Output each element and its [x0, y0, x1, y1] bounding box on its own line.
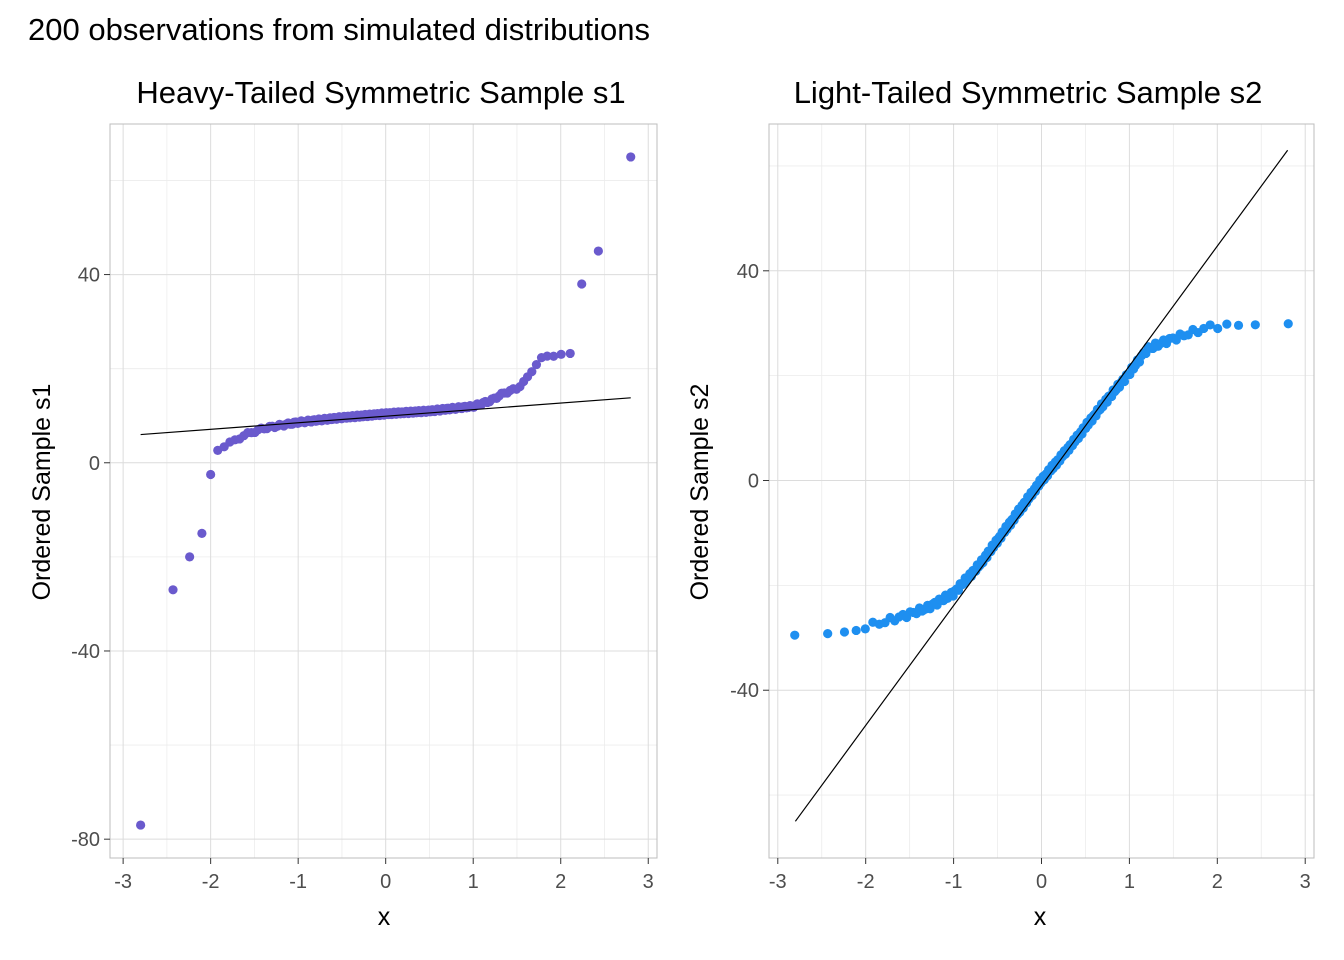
- x-tick-label: -3: [769, 871, 787, 893]
- data-point: [136, 820, 146, 830]
- y-axis-title: Ordered Sample s2: [686, 384, 714, 601]
- data-point: [556, 349, 566, 359]
- y-tick-label: 40: [737, 261, 759, 283]
- data-point: [577, 279, 587, 289]
- x-tick-label: 2: [555, 871, 566, 893]
- x-tick-label: 0: [1036, 871, 1047, 893]
- data-point: [1250, 320, 1260, 330]
- data-point: [542, 351, 552, 361]
- x-axis-title: x: [1034, 903, 1047, 931]
- x-tick-label: 0: [380, 871, 391, 893]
- y-tick-label: -40: [71, 641, 100, 663]
- qq-reference-line: [140, 397, 631, 436]
- panel-border: [109, 123, 658, 859]
- x-tick-label: 2: [1212, 871, 1223, 893]
- panel-title: Light-Tailed Symmetric Sample s2: [794, 75, 1263, 110]
- data-point: [790, 630, 800, 640]
- x-tick-label: -2: [202, 871, 220, 893]
- data-point: [1222, 319, 1232, 329]
- y-tick-label: -40: [730, 680, 759, 702]
- x-axis-title: x: [378, 903, 391, 931]
- data-point: [839, 627, 850, 637]
- data-point: [593, 246, 603, 256]
- data-point: [206, 469, 216, 480]
- data-point: [185, 552, 195, 562]
- data-point: [851, 625, 861, 636]
- data-point: [168, 585, 178, 595]
- x-tick-label: -2: [857, 871, 875, 893]
- main-title: 200 observations from simulated distribu…: [28, 12, 651, 47]
- y-axis-title: Ordered Sample s1: [28, 384, 56, 601]
- data-point: [823, 629, 833, 639]
- y-tick-label: 40: [78, 265, 100, 287]
- data-point: [860, 624, 870, 634]
- panel-title: Heavy-Tailed Symmetric Sample s1: [136, 75, 625, 110]
- x-tick-label: 3: [1300, 871, 1311, 893]
- data-point: [549, 351, 559, 361]
- data-point: [1213, 323, 1223, 334]
- data-point: [1283, 319, 1293, 329]
- y-tick-label: 0: [89, 453, 100, 475]
- data-point: [527, 367, 537, 377]
- data-point: [626, 152, 636, 162]
- x-tick-label: 1: [1124, 871, 1135, 893]
- x-tick-label: -1: [289, 871, 307, 893]
- x-tick-label: -3: [114, 871, 132, 893]
- x-tick-label: 3: [643, 871, 654, 893]
- y-tick-label: -80: [71, 829, 100, 851]
- data-point: [1233, 320, 1244, 330]
- x-tick-label: 1: [468, 871, 479, 893]
- data-point: [197, 528, 207, 538]
- panel-heavy-tailed: -3 -2 -1 0 1 2 3 -80 -40 0 40 Heavy-Tailed Symmetr…: [28, 75, 658, 931]
- data-point: [531, 359, 542, 370]
- y-tick-label: 0: [748, 471, 759, 493]
- data-point: [565, 348, 575, 359]
- qq-reference-line: [794, 149, 1289, 822]
- panel-light-tailed: -3 -2 -1 0 1 2 3 -40 0 40 Light-Tailed Symmetric …: [686, 75, 1315, 931]
- x-tick-label: -1: [945, 871, 963, 893]
- data-point: [1205, 320, 1215, 330]
